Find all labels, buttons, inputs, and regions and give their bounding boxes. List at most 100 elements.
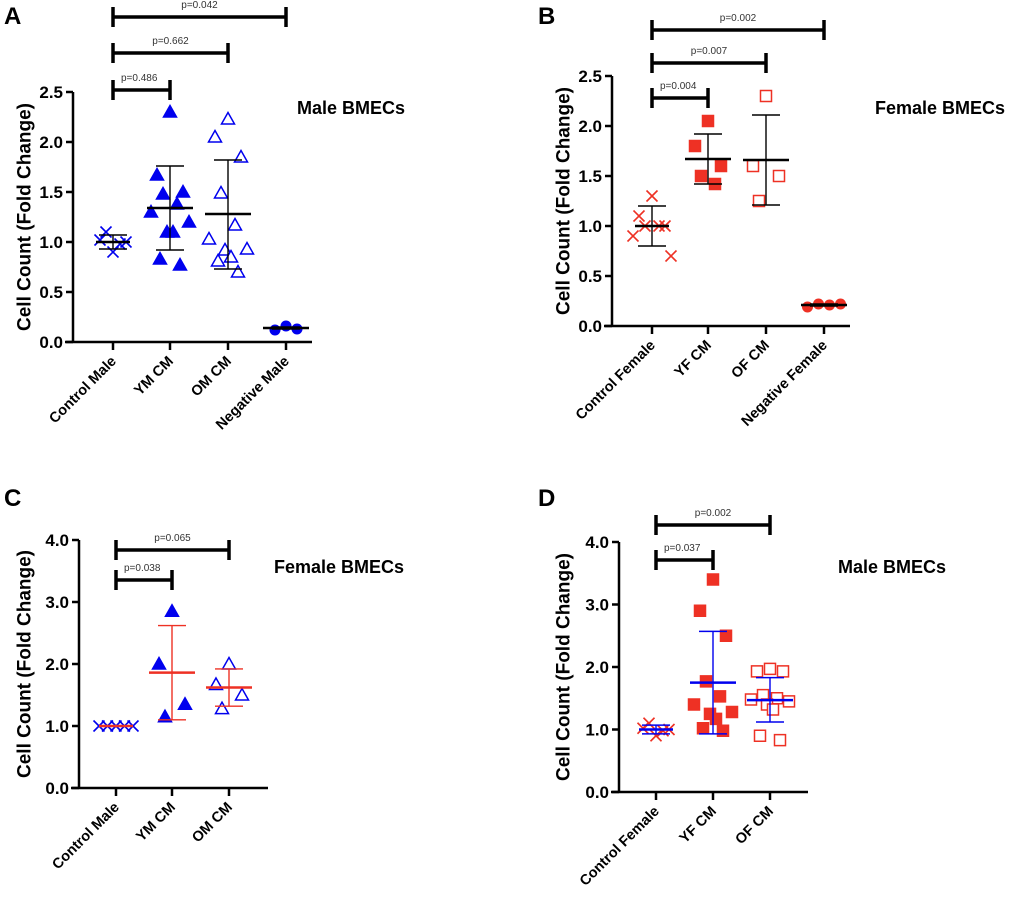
y-tick-label: 1.0 [39,233,63,252]
triangle-filled-point [175,183,191,198]
x-tick-label: Control Male [49,800,122,873]
square-filled-point [719,629,733,642]
y-tick-label: 0.5 [578,267,602,286]
group-1 [685,114,731,191]
p-value-label: p=0.002 [720,13,757,24]
triangle-filled-point [152,250,168,265]
x-tick-label: YM CM [131,354,176,399]
y-tick-label: 0.0 [578,317,602,336]
triangle-filled-point [172,256,188,271]
y-axis-label: Cell Count (Fold Change) [15,550,36,778]
triangle-open-point [213,184,229,199]
cross-point [642,717,656,730]
cross-point [649,729,663,742]
triangle-filled-point [177,696,193,711]
group-0 [92,719,140,733]
square-filled-point [709,712,723,726]
cross-point [113,237,127,251]
p-value-label: p=0.042 [181,0,218,11]
square-open-point [772,169,786,183]
significance-bracket: p=0.002 [650,13,826,40]
bracket-line [654,550,715,570]
square-open-point [746,159,760,173]
square-open-point [763,662,777,676]
triangle-open-point [214,700,230,715]
x-tick-label: Control Female [577,804,663,890]
y-tick-label: 1.0 [45,717,69,736]
group-1 [149,603,195,723]
panel-c: C Female BMECs Cell Count (Fold Change) 0.0… [4,485,404,873]
y-tick-label: 2.0 [39,133,63,152]
square-filled-point [694,169,708,183]
triangle-open-point [221,655,237,670]
group-0 [636,717,676,742]
bracket-line [654,515,772,535]
significance-bracket: p=0.038 [114,563,174,590]
y-tick-label: 3.0 [45,593,69,612]
significance-bracket: p=0.486 [111,73,172,100]
square-filled-point [725,705,739,719]
significance-bracket: p=0.042 [111,0,288,27]
chart-title: Female BMECs [274,557,404,577]
x-tick-label: OF CM [728,338,772,382]
bracket-line [111,80,172,100]
group-0 [93,225,133,259]
y-tick-label: 0.0 [39,333,63,352]
square-filled-point [701,114,715,128]
cross-point [99,225,113,239]
x-tick-label: OF CM [732,804,776,848]
p-value-label: p=0.007 [691,46,728,57]
y-tick-label: 1.0 [585,721,609,740]
group-3 [801,298,847,313]
y-tick-label: 3.0 [585,596,609,615]
bracket-line [650,20,826,40]
bracket-line [114,570,174,590]
triangle-open-point [207,128,223,143]
p-value-label: p=0.662 [152,36,189,47]
y-tick-label: 0.5 [39,283,63,302]
y-tick-label: 0.0 [585,783,609,802]
group-1 [687,573,739,737]
cross-point [664,249,678,263]
panel-letter: C [4,485,21,512]
significance-bracket: p=0.002 [654,508,772,535]
square-open-point [776,665,790,678]
y-tick-label: 4.0 [585,533,609,552]
square-filled-point [713,690,727,703]
triangle-open-point [239,240,255,255]
p-value-label: p=0.038 [124,563,161,574]
y-tick-label: 2.0 [585,658,609,677]
triangle-filled-point [143,203,159,218]
circle-filled-point [269,324,281,336]
x-tick-label: YF CM [677,804,720,847]
p-value-label: p=0.004 [660,81,697,92]
y-axis-label: Cell Count (Fold Change) [15,103,36,331]
p-value-label: p=0.037 [664,543,701,554]
square-filled-point [693,604,707,617]
panel-a: A Male BMECs Cell Count (Fold Change)0.0 0.… [4,0,405,433]
circle-filled-point [802,301,813,313]
panel-letter: D [538,485,555,512]
group-2 [201,110,255,278]
y-tick-label: 1.5 [39,183,63,202]
square-open-point [752,194,766,208]
square-filled-point [714,159,728,173]
group-3 [263,320,309,336]
y-tick-label: 2.5 [39,83,63,102]
cross-point [632,209,646,223]
group-2 [206,655,252,715]
triangle-filled-point [181,213,197,228]
square-open-point [766,703,780,716]
bracket-line [114,540,231,560]
square-open-point [750,665,764,678]
triangle-open-point [230,263,246,278]
y-tick-label: 0.0 [45,779,69,798]
panel-b: B Female BMECs Cell Count (Fold Change)0.0… [538,3,1005,430]
triangle-open-point [233,148,249,163]
x-tick-label: Control Male [46,354,119,427]
p-value-label: p=0.065 [154,533,191,544]
significance-bracket: p=0.037 [654,543,715,570]
triangle-filled-point [151,655,167,670]
square-filled-point [688,139,702,153]
